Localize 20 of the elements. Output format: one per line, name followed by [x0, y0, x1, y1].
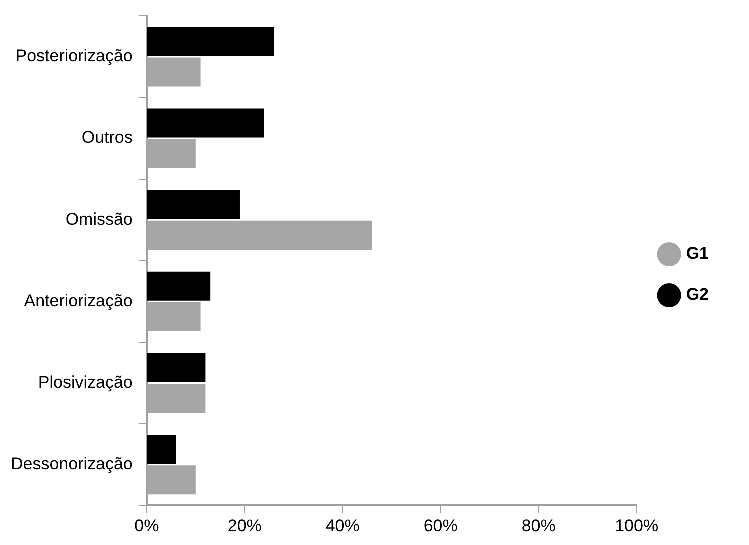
x-tick-label: 80% [522, 516, 556, 536]
y-tick-label: Posteriorização [16, 46, 133, 66]
y-tick-label: Outros [82, 128, 133, 148]
x-tick-label: 20% [228, 516, 262, 536]
bar [147, 272, 211, 301]
legend-label: G1 [686, 244, 710, 264]
y-tick-label: Dessonorização [10, 454, 133, 474]
x-tick-label: 60% [424, 516, 458, 536]
x-tick-label: 100% [615, 516, 659, 536]
bar [147, 353, 206, 382]
bar [147, 27, 274, 56]
y-tick-label: Anteriorização [24, 291, 133, 310]
bar [147, 190, 240, 220]
bar [147, 108, 264, 138]
x-tick-label: 0% [134, 516, 160, 536]
bar [147, 434, 176, 464]
y-tick-label: Omissão [66, 210, 133, 229]
legend-label: G2 [686, 285, 710, 304]
x-tick-label: 40% [326, 516, 360, 536]
y-tick-label: Plosivização [38, 372, 133, 392]
